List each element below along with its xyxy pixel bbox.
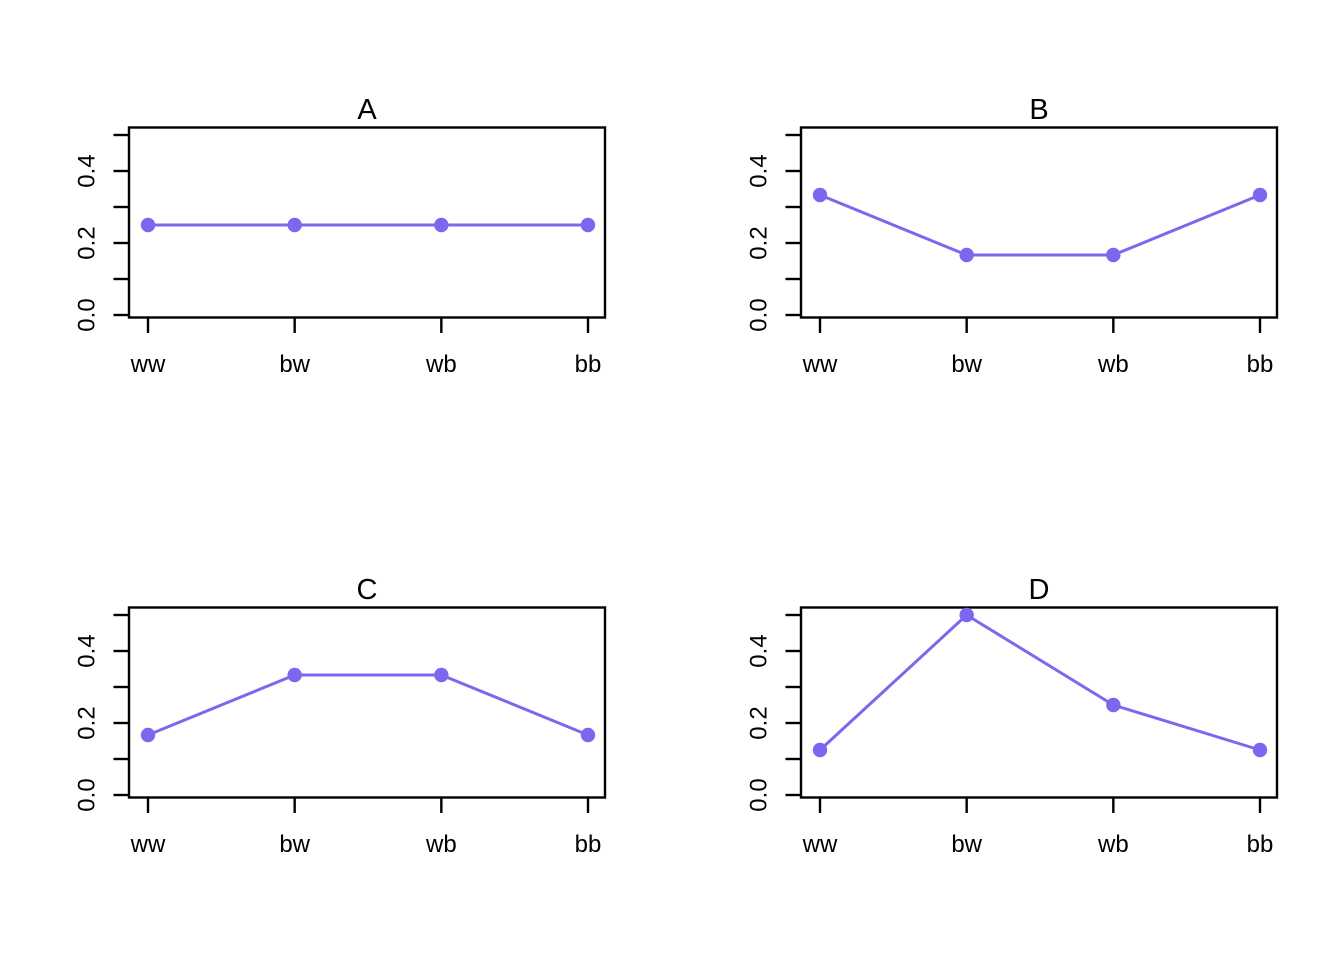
data-point bbox=[1106, 247, 1121, 263]
data-point bbox=[287, 667, 302, 683]
y-tick-label: 0.2 bbox=[73, 226, 100, 259]
x-tick-label: wb bbox=[1097, 351, 1129, 378]
y-tick-label: 0.2 bbox=[73, 706, 100, 739]
y-tick-label: 0.0 bbox=[73, 298, 100, 331]
data-point bbox=[140, 727, 156, 743]
plot-box bbox=[799, 126, 1279, 319]
data-point bbox=[959, 247, 974, 263]
data-point bbox=[580, 217, 596, 233]
panel-a: 0.0 0.2 0.4 ww bw wb bb A bbox=[0, 0, 672, 480]
data-point bbox=[812, 742, 828, 758]
x-tick-label: bb bbox=[1247, 831, 1274, 858]
data-point bbox=[1252, 187, 1268, 203]
chart-a: 0.0 0.2 0.4 ww bw wb bb A bbox=[73, 94, 607, 378]
plot-box bbox=[799, 606, 1279, 799]
x-tick-label: ww bbox=[130, 351, 166, 378]
x-tick-label: bw bbox=[951, 351, 982, 378]
x-tick-label: ww bbox=[802, 351, 838, 378]
x-tick-label: ww bbox=[130, 831, 166, 858]
data-point bbox=[959, 607, 974, 623]
data-point bbox=[1106, 697, 1121, 713]
plot-box bbox=[127, 606, 607, 799]
panel-d: 0.0 0.2 0.4 ww bw wb bb D bbox=[672, 480, 1344, 960]
y-tick-label: 0.0 bbox=[745, 298, 772, 331]
data-point bbox=[1252, 742, 1268, 758]
chart-c: 0.0 0.2 0.4 ww bw wb bb C bbox=[73, 574, 607, 858]
x-tick-label: wb bbox=[1097, 831, 1129, 858]
x-tick-label: wb bbox=[425, 831, 457, 858]
series-line bbox=[146, 673, 590, 737]
x-tick-label: ww bbox=[802, 831, 838, 858]
x-tick-label: bb bbox=[575, 351, 602, 378]
plot-box bbox=[127, 126, 607, 319]
y-tick-label: 0.4 bbox=[73, 154, 100, 187]
x-tick-label: bb bbox=[1247, 351, 1274, 378]
panel-title: A bbox=[357, 94, 377, 126]
y-tick-label: 0.4 bbox=[745, 634, 772, 667]
x-tick-label: bw bbox=[951, 831, 982, 858]
data-point bbox=[140, 217, 156, 233]
chart-b: 0.0 0.2 0.4 ww bw wb bb B bbox=[745, 94, 1279, 378]
x-tick-label: bb bbox=[575, 831, 602, 858]
series-line bbox=[818, 613, 1262, 752]
y-tick-label: 0.0 bbox=[73, 778, 100, 811]
panel-title: D bbox=[1029, 574, 1050, 606]
y-tick-label: 0.2 bbox=[745, 226, 772, 259]
data-point bbox=[434, 667, 449, 683]
panel-b: 0.0 0.2 0.4 ww bw wb bb B bbox=[672, 0, 1344, 480]
data-point bbox=[812, 187, 828, 203]
series-line bbox=[818, 193, 1262, 257]
data-point bbox=[434, 217, 449, 233]
chart-d: 0.0 0.2 0.4 ww bw wb bb D bbox=[745, 574, 1279, 858]
x-tick-label: wb bbox=[425, 351, 457, 378]
x-tick-label: bw bbox=[279, 351, 310, 378]
panel-c: 0.0 0.2 0.4 ww bw wb bb C bbox=[0, 480, 672, 960]
x-tick-label: bw bbox=[279, 831, 310, 858]
y-tick-label: 0.4 bbox=[73, 634, 100, 667]
panel-title: C bbox=[357, 574, 378, 606]
y-tick-label: 0.4 bbox=[745, 154, 772, 187]
data-point bbox=[287, 217, 302, 233]
y-tick-label: 0.0 bbox=[745, 778, 772, 811]
y-tick-label: 0.2 bbox=[745, 706, 772, 739]
data-point bbox=[580, 727, 596, 743]
panel-title: B bbox=[1029, 94, 1048, 126]
